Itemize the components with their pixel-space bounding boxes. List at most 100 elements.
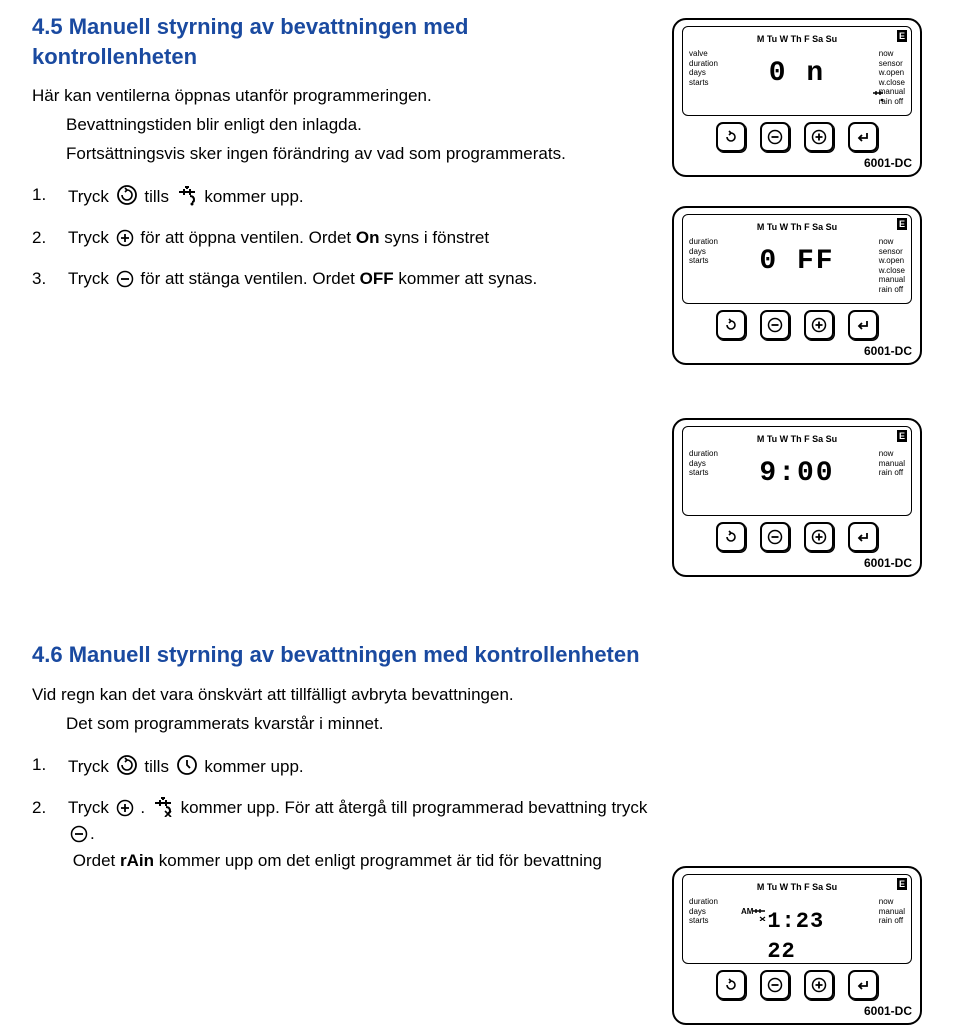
left-labels: duration days starts [689, 449, 718, 478]
label: manual [879, 275, 905, 285]
minus-icon [116, 270, 134, 295]
text: för att stänga ventilen. Ordet [140, 269, 355, 288]
list-item: 1. Tryck tills kommer upp. [32, 184, 592, 213]
text: syns i fönstret [384, 228, 489, 247]
text: Ordet [73, 851, 116, 870]
device-minus-button[interactable] [760, 122, 790, 152]
label: duration [689, 449, 718, 459]
intro-line: Fortsättningsvis sker ingen förändring a… [32, 143, 592, 166]
list-body: Tryck för att öppna ventilen. Ordet On s… [68, 227, 592, 254]
device-minus-button[interactable] [760, 970, 790, 1000]
device-enter-button[interactable] [848, 122, 878, 152]
label: duration [689, 897, 718, 907]
list-body: Tryck tills kommer upp. [68, 754, 652, 783]
instruction-list: 1. Tryck tills kommer upp. 2. Tryck [32, 754, 652, 874]
label: duration [689, 237, 718, 247]
device-minus-button[interactable] [760, 522, 790, 552]
button-row [682, 522, 912, 552]
label: starts [689, 256, 718, 266]
button-row [682, 122, 912, 152]
lcd-display: 9:00 [759, 455, 834, 493]
text: kommer upp. [204, 187, 303, 206]
device-plus-button[interactable] [804, 522, 834, 552]
label: days [689, 459, 718, 469]
heading-4-5: 4.5 Manuell styrning av bevattningen med… [32, 12, 592, 71]
list-item: 2. Tryck för att öppna ventilen. Ordet O… [32, 227, 592, 254]
device-plus-button[interactable] [804, 122, 834, 152]
list-item: 1. Tryck tills kommer upp. [32, 754, 652, 783]
label: now [879, 449, 905, 459]
label: starts [689, 468, 718, 478]
text: Tryck [68, 798, 109, 817]
list-number: 2. [32, 797, 68, 874]
device-minus-button[interactable] [760, 310, 790, 340]
device-enter-button[interactable] [848, 310, 878, 340]
label: now [879, 897, 905, 907]
model-label: 6001-DC [682, 155, 912, 171]
text: Tryck [68, 757, 109, 776]
left-labels: duration days starts [689, 897, 718, 926]
intro-line: Det som programmerats kvarstår i minnet. [32, 713, 652, 736]
section-4-6: 4.6 Manuell styrning av bevattningen med… [32, 640, 652, 887]
label: valve [689, 49, 718, 59]
label: days [689, 247, 718, 257]
list-body: Tryck tills kommer upp. [68, 184, 592, 213]
device-cycle-button[interactable] [716, 310, 746, 340]
device-cycle-button[interactable] [716, 522, 746, 552]
days-row: M Tu W Th F Sa Su [689, 881, 905, 893]
device-plus-button[interactable] [804, 970, 834, 1000]
text: tills [144, 187, 169, 206]
device-panel-2: M Tu W Th F Sa Su E duration days starts… [672, 206, 922, 365]
device-cycle-button[interactable] [716, 122, 746, 152]
label: days [689, 907, 718, 917]
list-number: 2. [32, 227, 68, 254]
device-screen: M Tu W Th F Sa Su E duration days starts… [682, 214, 912, 304]
cycle-icon [116, 184, 138, 213]
device-enter-button[interactable] [848, 522, 878, 552]
tap-off-icon [152, 797, 174, 824]
intro-line: Vid regn kan det vara önskvärt att tillf… [32, 684, 652, 707]
model-label: 6001-DC [682, 1003, 912, 1019]
right-labels: now sensor w.open w.close manual rain of… [879, 237, 905, 295]
label: sensor [879, 59, 905, 69]
label: now [879, 49, 905, 59]
device-cycle-button[interactable] [716, 970, 746, 1000]
list-number: 1. [32, 184, 68, 213]
e-badge: E [897, 430, 907, 442]
instruction-list: 1. Tryck tills kommer upp. 2. Tryck [32, 184, 592, 295]
label: w.open [879, 68, 905, 78]
label: w.close [879, 266, 905, 276]
device-panel-1: M Tu W Th F Sa Su E valve duration days … [672, 18, 922, 177]
days-row: M Tu W Th F Sa Su [689, 33, 905, 45]
button-row [682, 970, 912, 1000]
highlight: On [356, 228, 380, 247]
left-labels: valve duration days starts [689, 49, 718, 87]
device-panel-4: M Tu W Th F Sa Su E duration days starts… [672, 866, 922, 1025]
tap-icon [176, 186, 198, 213]
label: now [879, 237, 905, 247]
text: kommer att synas. [398, 269, 537, 288]
label: starts [689, 78, 718, 88]
label: rain off [879, 468, 905, 478]
clock-icon [176, 754, 198, 783]
model-label: 6001-DC [682, 343, 912, 359]
button-row [682, 310, 912, 340]
highlight: rAin [120, 851, 154, 870]
device-screen: M Tu W Th F Sa Su E duration days starts… [682, 426, 912, 516]
days-row: M Tu W Th F Sa Su [689, 433, 905, 445]
device-panel-3: M Tu W Th F Sa Su E duration days starts… [672, 418, 922, 577]
label: manual [879, 907, 905, 917]
list-body: Tryck . kommer upp. För att återgå till … [68, 797, 652, 874]
e-badge: E [897, 218, 907, 230]
days-row: M Tu W Th F Sa Su [689, 221, 905, 233]
text: Tryck [68, 187, 109, 206]
device-enter-button[interactable] [848, 970, 878, 1000]
text: Tryck [68, 269, 109, 288]
label: w.open [879, 256, 905, 266]
label: days [689, 68, 718, 78]
device-plus-button[interactable] [804, 310, 834, 340]
ampm-label: AM [741, 907, 753, 918]
label: sensor [879, 247, 905, 257]
tap-drop-icon [871, 86, 885, 109]
text: för att öppna ventilen. Ordet [140, 228, 351, 247]
